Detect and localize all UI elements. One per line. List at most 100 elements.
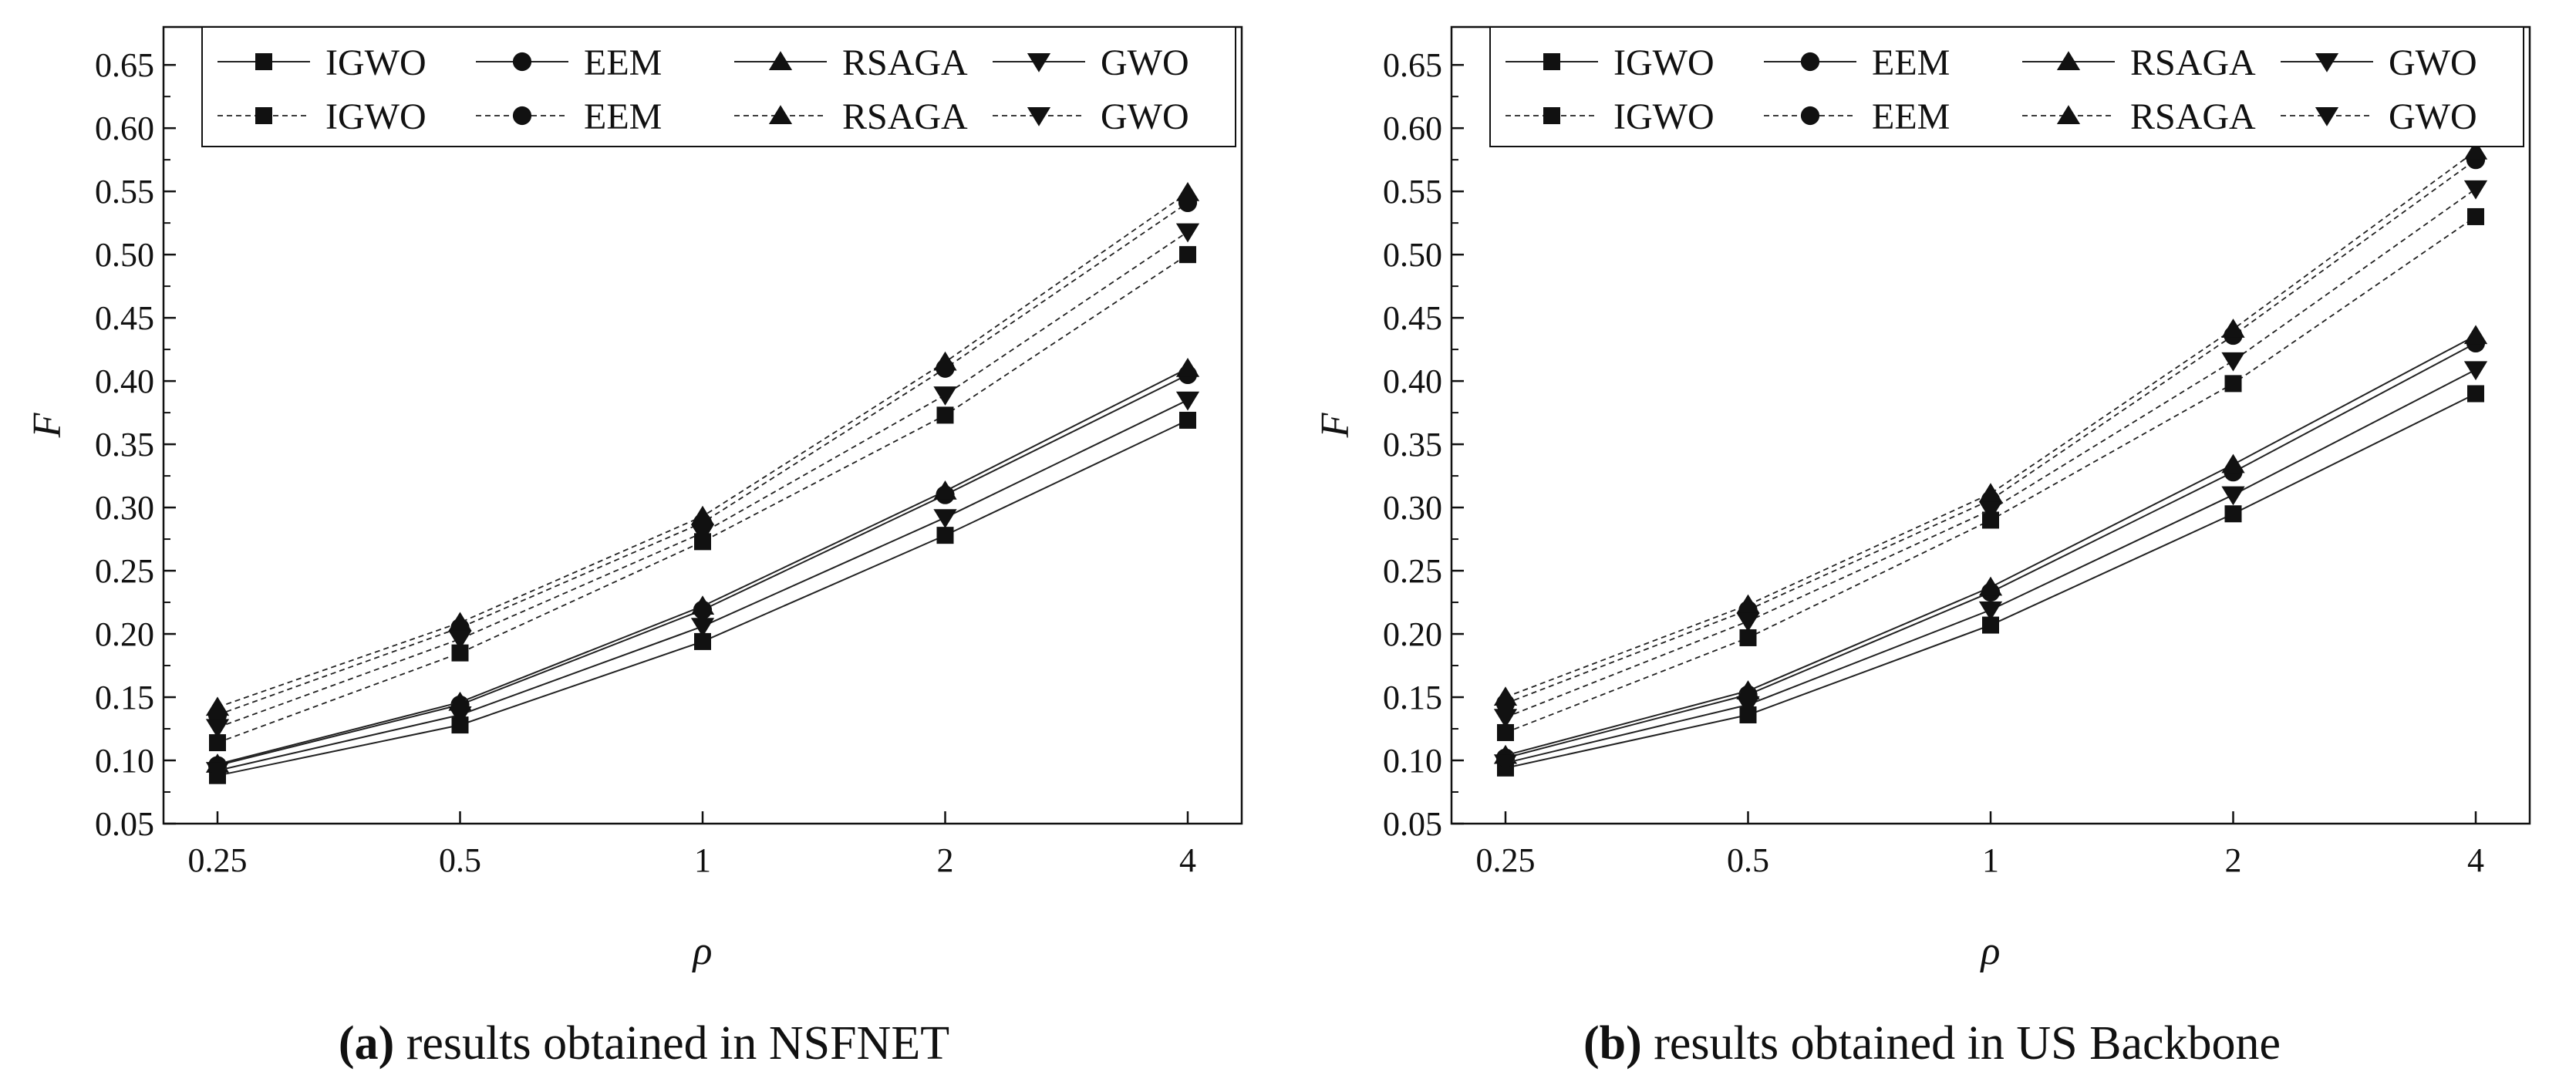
chartb-x-tick-label: 4 <box>2467 841 2484 879</box>
chartb-series-line <box>1505 335 2477 757</box>
chartb-series-dashed-gwo <box>1493 180 2488 729</box>
charta-legend-label: RSAGA <box>842 42 968 83</box>
charta-data-point <box>205 762 230 781</box>
chartb-data-point <box>2463 140 2488 160</box>
chartb-legend-label: IGWO <box>1613 42 1715 83</box>
chartb-y-tick-label: 0.50 <box>1383 236 1442 274</box>
chartb-data-point <box>1736 680 1760 699</box>
charta-y-tick-label: 0.15 <box>95 679 154 716</box>
charta-legend-label: EEM <box>584 96 662 137</box>
charta-data-point <box>448 706 472 726</box>
charta-series-line <box>217 374 1189 767</box>
chartb-legend-label: RSAGA <box>2130 42 2256 83</box>
chartb-data-point <box>2221 486 2245 506</box>
chart-b-svg: 0.050.100.150.200.250.300.350.400.450.50… <box>1313 25 2531 973</box>
chartb-series-line <box>1505 342 2477 759</box>
charta-legend-marker <box>512 52 532 72</box>
charta-data-point <box>694 632 711 650</box>
charta-data-point <box>933 480 957 500</box>
caption-a-text: results obtained in NSFNET <box>406 1017 950 1070</box>
charta-legend-marker <box>1027 107 1051 126</box>
charta-legend-marker <box>1027 53 1051 72</box>
charta-y-tick-label: 0.25 <box>95 552 154 590</box>
charta-y-tick-label: 0.35 <box>95 426 154 463</box>
chartb-data-point <box>2463 325 2488 345</box>
chartb-legend-marker <box>1800 52 1820 72</box>
chartb-y-tick-label: 0.20 <box>1383 615 1442 653</box>
chartb-legend-entry: EEM <box>1764 42 1950 83</box>
charta-series-line <box>217 231 1189 729</box>
chartb-x-axis-label: ρ <box>1980 929 2001 973</box>
chartb-data-point <box>2221 352 2245 372</box>
charta-x-axis-label: ρ <box>692 929 713 973</box>
charta-legend-marker <box>512 106 532 126</box>
charta-data-point <box>690 505 715 525</box>
chartb-y-tick-label: 0.55 <box>1383 173 1442 211</box>
charta-legend-label: EEM <box>584 42 662 83</box>
charta-series-line <box>217 254 1189 743</box>
chartb-legend-entry: IGWO <box>1505 42 1715 83</box>
chartb-series-dashed-rsaga <box>1493 140 2488 706</box>
caption-b-text: results obtained in US Backbone <box>1654 1017 2281 1070</box>
charta-data-point <box>1179 411 1196 429</box>
charta-data-point <box>451 644 469 662</box>
charta-series-solid-igwo <box>209 411 1196 784</box>
charta-series-dashed-rsaga <box>205 182 1200 716</box>
chartb-y-tick-label: 0.25 <box>1383 552 1442 590</box>
chartb-x-tick-label: 0.5 <box>1727 841 1769 879</box>
charta-legend-box <box>201 26 1236 147</box>
chartb-legend-entry: RSAGA <box>2022 96 2256 137</box>
chartb-data-point <box>1493 686 1518 706</box>
chartb-data-point <box>2221 453 2245 474</box>
charta-data-point <box>1175 223 1200 243</box>
charta-data-point <box>690 618 715 637</box>
chartb-legend-box <box>1489 26 2524 147</box>
chartb-data-point <box>2221 318 2245 338</box>
charta-data-point <box>690 595 715 615</box>
chartb-data-point <box>2463 180 2488 200</box>
chartb-legend-entry: IGWO <box>1505 96 1715 137</box>
chartb-legend-marker <box>1543 53 1560 70</box>
chart-panel-b: 0.05 0.10 0.15 0.20 0.25 0.30 0.35 0.40 0.45 0.50… <box>1288 0 2576 1092</box>
chartb-legend-marker <box>2056 51 2081 70</box>
charta-y-tick-label: 0.05 <box>95 805 154 843</box>
charta-legend-entry: GWO <box>993 96 1189 137</box>
chartb-series-line <box>1505 216 2477 733</box>
chartb-legend-label: GWO <box>2389 96 2477 137</box>
charta-y-tick-label: 0.40 <box>95 362 154 400</box>
charta-legend-marker <box>768 51 793 70</box>
charta-series-dashed-igwo <box>209 246 1196 752</box>
charta-legend-entry: RSAGA <box>734 96 968 137</box>
charta-data-point <box>933 351 957 371</box>
charta-legend-entry: EEM <box>476 42 662 83</box>
chartb-legend: IGWO EEM RSAGA GWO IGWO EEM RSAGA GWO <box>1489 26 2524 147</box>
chart-a-svg: 0.050.100.150.200.250.300.350.400.450.50… <box>25 25 1243 973</box>
charta-legend-label: GWO <box>1101 42 1189 83</box>
charta-legend-label: IGWO <box>325 42 427 83</box>
caption-b-label: b <box>1599 1017 1627 1070</box>
chartb-data-point <box>2467 207 2484 225</box>
caption-a: (a) results obtained in NSFNET <box>338 1017 950 1070</box>
chartb-y-tick-label: 0.30 <box>1383 489 1442 527</box>
chart-panel-a: 0.05 0.10 0.15 0.20 0.25 0.30 0.35 0.40 0.45 0.50… <box>25 25 1243 1070</box>
charta-legend-entry: GWO <box>993 42 1189 83</box>
chartb-legend-marker <box>1543 107 1560 124</box>
chartb-series-line <box>1505 150 2477 698</box>
chartb-legend-label: GWO <box>2389 42 2477 83</box>
charta-legend-label: IGWO <box>325 96 427 137</box>
chartb-data-point <box>1736 594 1760 614</box>
charta-x-axis: 0.25 0.5 1 2 4 <box>188 811 1196 879</box>
charta-data-point <box>448 630 472 650</box>
charta-x-tick-label: 0.5 <box>439 841 481 879</box>
chartb-series-solid-igwo <box>1497 385 2484 777</box>
chartb-data-point <box>1493 754 1518 774</box>
chartb-y-tick-label: 0.15 <box>1383 679 1442 716</box>
charta-legend-label: GWO <box>1101 96 1189 137</box>
charta-data-point <box>1175 182 1200 201</box>
charta-x-tick-label: 2 <box>937 841 954 879</box>
chartb-data-point <box>1978 501 2003 521</box>
chartb-y-tick-label: 0.40 <box>1383 362 1442 400</box>
charta-y-tick-label: 0.65 <box>95 46 154 84</box>
chartb-legend-label: RSAGA <box>2130 96 2256 137</box>
charta-legend-entry: RSAGA <box>734 42 968 83</box>
